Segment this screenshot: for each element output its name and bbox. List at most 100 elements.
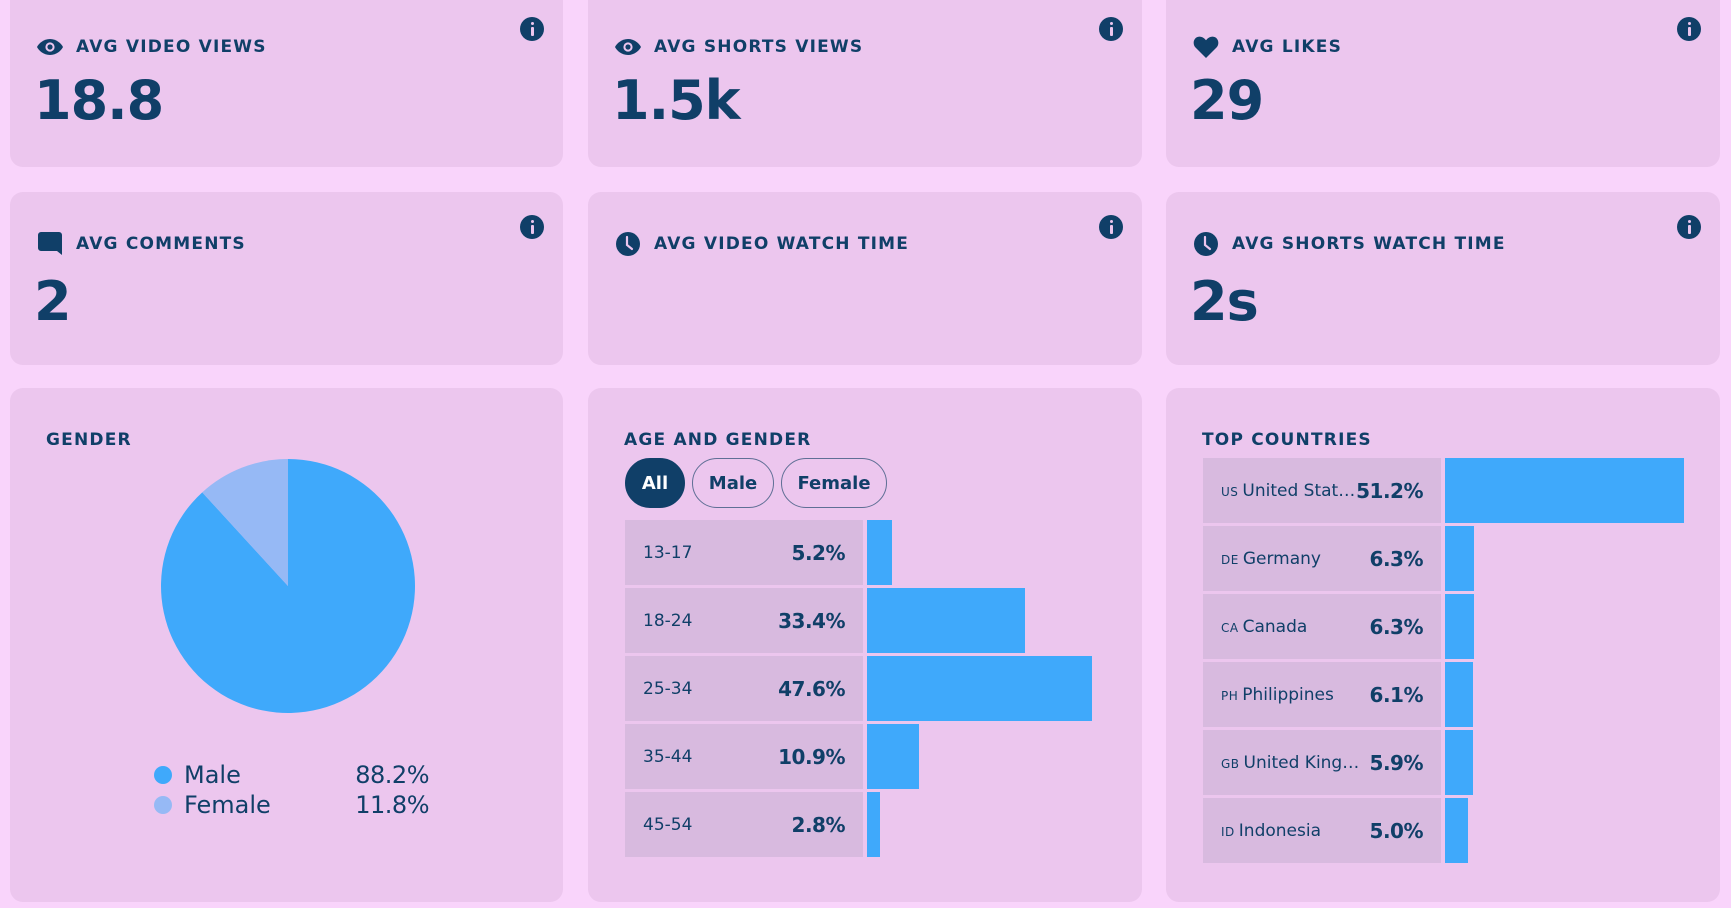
country-code: DE <box>1221 552 1239 567</box>
top-countries-title: TOP COUNTRIES <box>1202 430 1372 450</box>
age-range-label: 35-44 <box>643 746 693 767</box>
age-range-label: 45-54 <box>643 814 693 835</box>
info-icon[interactable] <box>520 215 544 239</box>
stat-label: AVG VIDEO WATCH TIME <box>654 234 910 254</box>
country-label: United States <box>1242 480 1357 501</box>
eye-icon <box>614 33 642 61</box>
country-label-box: PH Philippines 6.1% <box>1203 662 1441 727</box>
stat-value: 29 <box>1190 69 1264 132</box>
stat-value: 1.5k <box>612 69 741 132</box>
age-percent: 5.2% <box>791 540 846 565</box>
info-icon[interactable] <box>1099 215 1123 239</box>
country-row: ID Indonesia 5.0% <box>1203 798 1683 863</box>
gender-title: GENDER <box>46 430 132 450</box>
age-bar <box>867 588 1025 653</box>
legend-label: Female <box>184 791 271 819</box>
age-bar <box>867 724 919 789</box>
filter-all-button[interactable]: All <box>625 458 685 508</box>
info-icon[interactable] <box>520 17 544 41</box>
stat-value: 2 <box>34 270 72 333</box>
info-icon[interactable] <box>1677 17 1701 41</box>
country-label: United Kingdom <box>1243 752 1370 773</box>
filter-female-button[interactable]: Female <box>781 458 887 508</box>
pie-slice-male[interactable] <box>160 459 415 713</box>
country-row: DE Germany 6.3% <box>1203 526 1683 591</box>
stat-value: 2s <box>1190 270 1259 333</box>
age-row: 45-54 2.8% <box>625 792 1105 857</box>
country-bar <box>1445 798 1469 863</box>
legend-value: 11.8% <box>355 791 429 819</box>
stat-header: AVG LIKES <box>1192 33 1342 61</box>
age-percent: 33.4% <box>778 608 845 633</box>
country-bar <box>1445 662 1474 727</box>
gender-card: GENDER Male 88.2% Female 11.8% <box>10 388 563 902</box>
country-code: PH <box>1221 688 1239 703</box>
filter-male-button[interactable]: Male <box>692 458 774 508</box>
legend-label: Male <box>184 761 241 789</box>
country-bar <box>1445 594 1475 659</box>
country-row: GB United Kingdom 5.9% <box>1203 730 1683 795</box>
country-percent: 5.0% <box>1369 818 1424 843</box>
country-row: US United States 51.2% <box>1203 458 1685 523</box>
stat-card-avg-video-watch-time: AVG VIDEO WATCH TIME <box>588 192 1142 365</box>
country-row: PH Philippines 6.1% <box>1203 662 1683 727</box>
stat-card-avg-shorts-views: AVG SHORTS VIEWS 1.5k <box>588 0 1142 167</box>
country-percent: 51.2% <box>1356 478 1423 503</box>
pie-slice-female[interactable] <box>202 459 288 586</box>
age-percent: 2.8% <box>791 812 846 837</box>
country-code: ID <box>1221 824 1235 839</box>
top-countries-card: TOP COUNTRIES US United States 51.2% DE Germ… <box>1166 388 1720 902</box>
age-range-label: 25-34 <box>643 678 693 699</box>
country-label-box: DE Germany 6.3% <box>1203 526 1441 591</box>
legend-dot-male <box>154 766 172 784</box>
comment-icon <box>36 230 64 258</box>
country-bar <box>1445 458 1685 523</box>
country-label-box: CA Canada 6.3% <box>1203 594 1441 659</box>
stat-label: AVG SHORTS WATCH TIME <box>1232 234 1506 254</box>
age-bar-list: 13-17 5.2% 18-24 33.4% 25-34 47.6% 35-44 10.9% 4… <box>625 520 1105 860</box>
country-bar <box>1445 730 1473 795</box>
heart-icon <box>1192 33 1220 61</box>
country-label-box: GB United Kingdom 5.9% <box>1203 730 1441 795</box>
country-bar-list: US United States 51.2% DE Germany 6.3% CA Canad… <box>1203 458 1685 866</box>
legend-value: 88.2% <box>355 761 429 789</box>
clock-icon <box>614 230 642 258</box>
gender-pie-chart <box>160 459 415 713</box>
country-percent: 5.9% <box>1369 750 1424 775</box>
age-range-label: 13-17 <box>643 542 693 563</box>
stat-card-avg-comments: AVG COMMENTS 2 <box>10 192 563 365</box>
age-row: 35-44 10.9% <box>625 724 1105 789</box>
country-label: Philippines <box>1242 684 1334 705</box>
age-bar <box>867 792 881 857</box>
stat-label: AVG VIDEO VIEWS <box>76 37 267 57</box>
stat-label: AVG COMMENTS <box>76 234 246 254</box>
info-icon[interactable] <box>1677 215 1701 239</box>
country-percent: 6.1% <box>1369 682 1424 707</box>
age-label-box: 18-24 33.4% <box>625 588 863 653</box>
stat-header: AVG VIDEO VIEWS <box>36 33 267 61</box>
age-range-label: 18-24 <box>643 610 693 631</box>
country-name: US United States <box>1221 481 1356 501</box>
age-row: 25-34 47.6% <box>625 656 1105 721</box>
clock-icon <box>1192 230 1220 258</box>
gender-legend: Male 88.2% Female 11.8% <box>154 760 429 820</box>
country-label-box: US United States 51.2% <box>1203 458 1441 523</box>
stat-header: AVG VIDEO WATCH TIME <box>614 230 909 258</box>
stat-label: AVG LIKES <box>1232 37 1343 57</box>
country-code: CA <box>1221 620 1239 635</box>
country-label: Indonesia <box>1238 820 1321 841</box>
age-bar <box>867 656 1093 721</box>
country-row: CA Canada 6.3% <box>1203 594 1683 659</box>
legend-item-female: Female 11.8% <box>154 790 429 820</box>
age-label-box: 35-44 10.9% <box>625 724 863 789</box>
stat-label: AVG SHORTS VIEWS <box>654 37 864 57</box>
country-name: GB United Kingdom <box>1221 753 1370 773</box>
stat-header: AVG SHORTS VIEWS <box>614 33 863 61</box>
info-icon[interactable] <box>1099 17 1123 41</box>
country-label-box: ID Indonesia 5.0% <box>1203 798 1441 863</box>
country-name: ID Indonesia <box>1221 821 1321 841</box>
stat-card-avg-video-views: AVG VIDEO VIEWS 18.8 <box>10 0 563 167</box>
eye-icon <box>36 33 64 61</box>
country-percent: 6.3% <box>1369 614 1424 639</box>
country-bar <box>1445 526 1475 591</box>
